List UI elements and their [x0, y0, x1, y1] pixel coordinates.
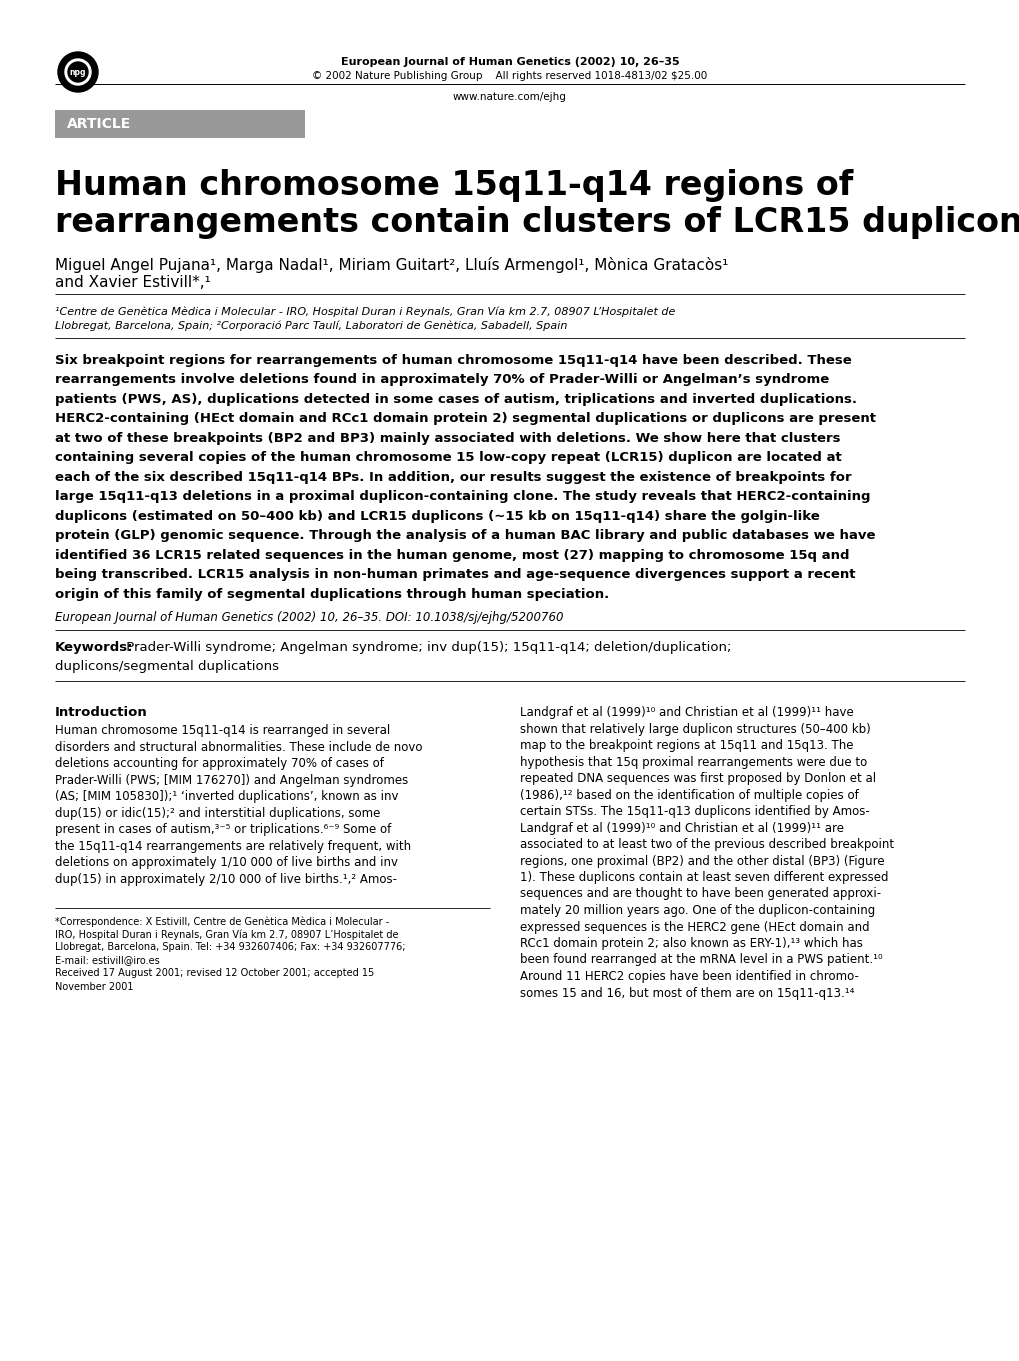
Text: map to the breakpoint regions at 15q11 and 15q13. The: map to the breakpoint regions at 15q11 a…	[520, 739, 853, 753]
Text: being transcribed. LCR15 analysis in non-human primates and age-sequence diverge: being transcribed. LCR15 analysis in non…	[55, 568, 855, 581]
Text: Around 11 HERC2 copies have been identified in chromo-: Around 11 HERC2 copies have been identif…	[520, 970, 858, 983]
Text: patients (PWS, AS), duplications detected in some cases of autism, triplications: patients (PWS, AS), duplications detecte…	[55, 392, 856, 406]
Text: each of the six described 15q11-q14 BPs. In addition, our results suggest the ex: each of the six described 15q11-q14 BPs.…	[55, 471, 851, 483]
Text: ARTICLE: ARTICLE	[67, 117, 131, 131]
Text: large 15q11-q13 deletions in a proximal duplicon-containing clone. The study rev: large 15q11-q13 deletions in a proximal …	[55, 490, 869, 504]
Text: Received 17 August 2001; revised 12 October 2001; accepted 15: Received 17 August 2001; revised 12 Octo…	[55, 969, 374, 979]
Text: present in cases of autism,³⁻⁵ or triplications.⁶⁻⁹ Some of: present in cases of autism,³⁻⁵ or tripli…	[55, 823, 391, 836]
Text: Miguel Angel Pujana¹, Marga Nadal¹, Miriam Guitart², Lluís Armengol¹, Mònica Gra: Miguel Angel Pujana¹, Marga Nadal¹, Miri…	[55, 257, 728, 274]
Text: Prader-Willi (PWS; [MIM 176270]) and Angelman syndromes: Prader-Willi (PWS; [MIM 176270]) and Ang…	[55, 773, 408, 787]
Text: containing several copies of the human chromosome 15 low-copy repeat (LCR15) dup: containing several copies of the human c…	[55, 450, 841, 464]
Text: IRO, Hospital Duran i Reynals, Gran Vía km 2.7, 08907 L’Hospitalet de: IRO, Hospital Duran i Reynals, Gran Vía …	[55, 930, 398, 939]
Text: (AS; [MIM 105830]);¹ ‘inverted duplications’, known as inv: (AS; [MIM 105830]);¹ ‘inverted duplicati…	[55, 789, 398, 803]
Text: © 2002 Nature Publishing Group    All rights reserved 1018-4813/02 $25.00: © 2002 Nature Publishing Group All right…	[312, 71, 707, 82]
Text: Llobregat, Barcelona, Spain. Tel: +34 932607406; Fax: +34 932607776;: Llobregat, Barcelona, Spain. Tel: +34 93…	[55, 943, 406, 953]
Text: protein (GLP) genomic sequence. Through the analysis of a human BAC library and : protein (GLP) genomic sequence. Through …	[55, 529, 874, 542]
Text: Six breakpoint regions for rearrangements of human chromosome 15q11-q14 have bee: Six breakpoint regions for rearrangement…	[55, 354, 851, 366]
Text: and Xavier Estivill*,¹: and Xavier Estivill*,¹	[55, 275, 211, 290]
Text: RCc1 domain protein 2; also known as ERY-1),¹³ which has: RCc1 domain protein 2; also known as ERY…	[520, 936, 862, 950]
Text: been found rearranged at the mRNA level in a PWS patient.¹⁰: been found rearranged at the mRNA level …	[520, 954, 881, 966]
FancyBboxPatch shape	[55, 110, 305, 137]
Text: HERC2-containing (HEct domain and RCc1 domain protein 2) segmental duplications : HERC2-containing (HEct domain and RCc1 d…	[55, 412, 875, 425]
Text: Landgraf et al (1999)¹⁰ and Christian et al (1999)¹¹ are: Landgraf et al (1999)¹⁰ and Christian et…	[520, 822, 843, 834]
Circle shape	[58, 52, 98, 93]
Text: deletions accounting for approximately 70% of cases of: deletions accounting for approximately 7…	[55, 757, 383, 770]
Text: Keywords:: Keywords:	[55, 641, 133, 655]
Text: www.nature.com/ejhg: www.nature.com/ejhg	[452, 93, 567, 102]
Text: deletions on approximately 1/10 000 of live births and inv: deletions on approximately 1/10 000 of l…	[55, 856, 397, 870]
Text: Prader-Willi syndrome; Angelman syndrome; inv dup(15); 15q11-q14; deletion/dupli: Prader-Willi syndrome; Angelman syndrome…	[122, 641, 731, 655]
Text: repeated DNA sequences was first proposed by Donlon et al: repeated DNA sequences was first propose…	[520, 772, 875, 785]
Text: sequences and are thought to have been generated approxi-: sequences and are thought to have been g…	[520, 887, 880, 901]
Text: somes 15 and 16, but most of them are on 15q11-q13.¹⁴: somes 15 and 16, but most of them are on…	[520, 987, 854, 999]
Text: certain STSs. The 15q11-q13 duplicons identified by Amos-: certain STSs. The 15q11-q13 duplicons id…	[520, 804, 869, 818]
Text: rearrangements involve deletions found in approximately 70% of Prader-Willi or A: rearrangements involve deletions found i…	[55, 373, 828, 387]
Text: Llobregat, Barcelona, Spain; ²Corporació Parc Taulí, Laboratori de Genètica, Sab: Llobregat, Barcelona, Spain; ²Corporació…	[55, 321, 567, 331]
Text: shown that relatively large duplicon structures (50–400 kb): shown that relatively large duplicon str…	[520, 723, 870, 735]
Text: E-mail: estivill@iro.es: E-mail: estivill@iro.es	[55, 955, 160, 965]
Circle shape	[68, 63, 88, 82]
Text: duplicons/segmental duplications: duplicons/segmental duplications	[55, 660, 279, 672]
Text: European Journal of Human Genetics (2002) 10, 26–35: European Journal of Human Genetics (2002…	[340, 57, 679, 67]
Text: dup(15) or idic(15);² and interstitial duplications, some: dup(15) or idic(15);² and interstitial d…	[55, 807, 380, 819]
Text: *Correspondence: X Estivill, Centre de Genètica Mèdica i Molecular -: *Correspondence: X Estivill, Centre de G…	[55, 916, 389, 927]
Text: November 2001: November 2001	[55, 981, 133, 992]
Text: Landgraf et al (1999)¹⁰ and Christian et al (1999)¹¹ have: Landgraf et al (1999)¹⁰ and Christian et…	[520, 706, 853, 719]
Text: the 15q11-q14 rearrangements are relatively frequent, with: the 15q11-q14 rearrangements are relativ…	[55, 840, 411, 852]
Text: Human chromosome 15q11-q14 regions of: Human chromosome 15q11-q14 regions of	[55, 169, 853, 201]
Text: at two of these breakpoints (BP2 and BP3) mainly associated with deletions. We s: at two of these breakpoints (BP2 and BP3…	[55, 431, 840, 445]
Text: npg: npg	[69, 68, 87, 76]
Text: mately 20 million years ago. One of the duplicon-containing: mately 20 million years ago. One of the …	[520, 904, 874, 917]
Text: identified 36 LCR15 related sequences in the human genome, most (27) mapping to : identified 36 LCR15 related sequences in…	[55, 548, 849, 562]
Text: hypothesis that 15q proximal rearrangements were due to: hypothesis that 15q proximal rearrangeme…	[520, 755, 866, 769]
Text: associated to at least two of the previous described breakpoint: associated to at least two of the previo…	[520, 838, 894, 851]
Text: disorders and structural abnormalities. These include de novo: disorders and structural abnormalities. …	[55, 740, 422, 754]
Text: Introduction: Introduction	[55, 706, 148, 719]
Text: regions, one proximal (BP2) and the other distal (BP3) (Figure: regions, one proximal (BP2) and the othe…	[520, 855, 883, 867]
Text: 1). These duplicons contain at least seven different expressed: 1). These duplicons contain at least sev…	[520, 871, 888, 885]
Text: rearrangements contain clusters of LCR15 duplicons: rearrangements contain clusters of LCR15…	[55, 206, 1019, 238]
Text: (1986),¹² based on the identification of multiple copies of: (1986),¹² based on the identification of…	[520, 788, 858, 802]
Circle shape	[65, 59, 91, 84]
Text: ¹Centre de Genètica Mèdica i Molecular - IRO, Hospital Duran i Reynals, Gran Vía: ¹Centre de Genètica Mèdica i Molecular -…	[55, 306, 675, 317]
Text: origin of this family of segmental duplications through human speciation.: origin of this family of segmental dupli…	[55, 588, 608, 600]
Text: dup(15) in approximately 2/10 000 of live births.¹,² Amos-: dup(15) in approximately 2/10 000 of liv…	[55, 872, 396, 886]
Text: duplicons (estimated on 50–400 kb) and LCR15 duplicons (∼15 kb on 15q11-q14) sha: duplicons (estimated on 50–400 kb) and L…	[55, 509, 819, 523]
Text: expressed sequences is the HERC2 gene (HEct domain and: expressed sequences is the HERC2 gene (H…	[520, 920, 869, 934]
Text: Human chromosome 15q11-q14 is rearranged in several: Human chromosome 15q11-q14 is rearranged…	[55, 724, 390, 738]
Text: European Journal of Human Genetics (2002) 10, 26–35. DOI: 10.1038/sj/ejhg/520076: European Journal of Human Genetics (2002…	[55, 611, 562, 623]
